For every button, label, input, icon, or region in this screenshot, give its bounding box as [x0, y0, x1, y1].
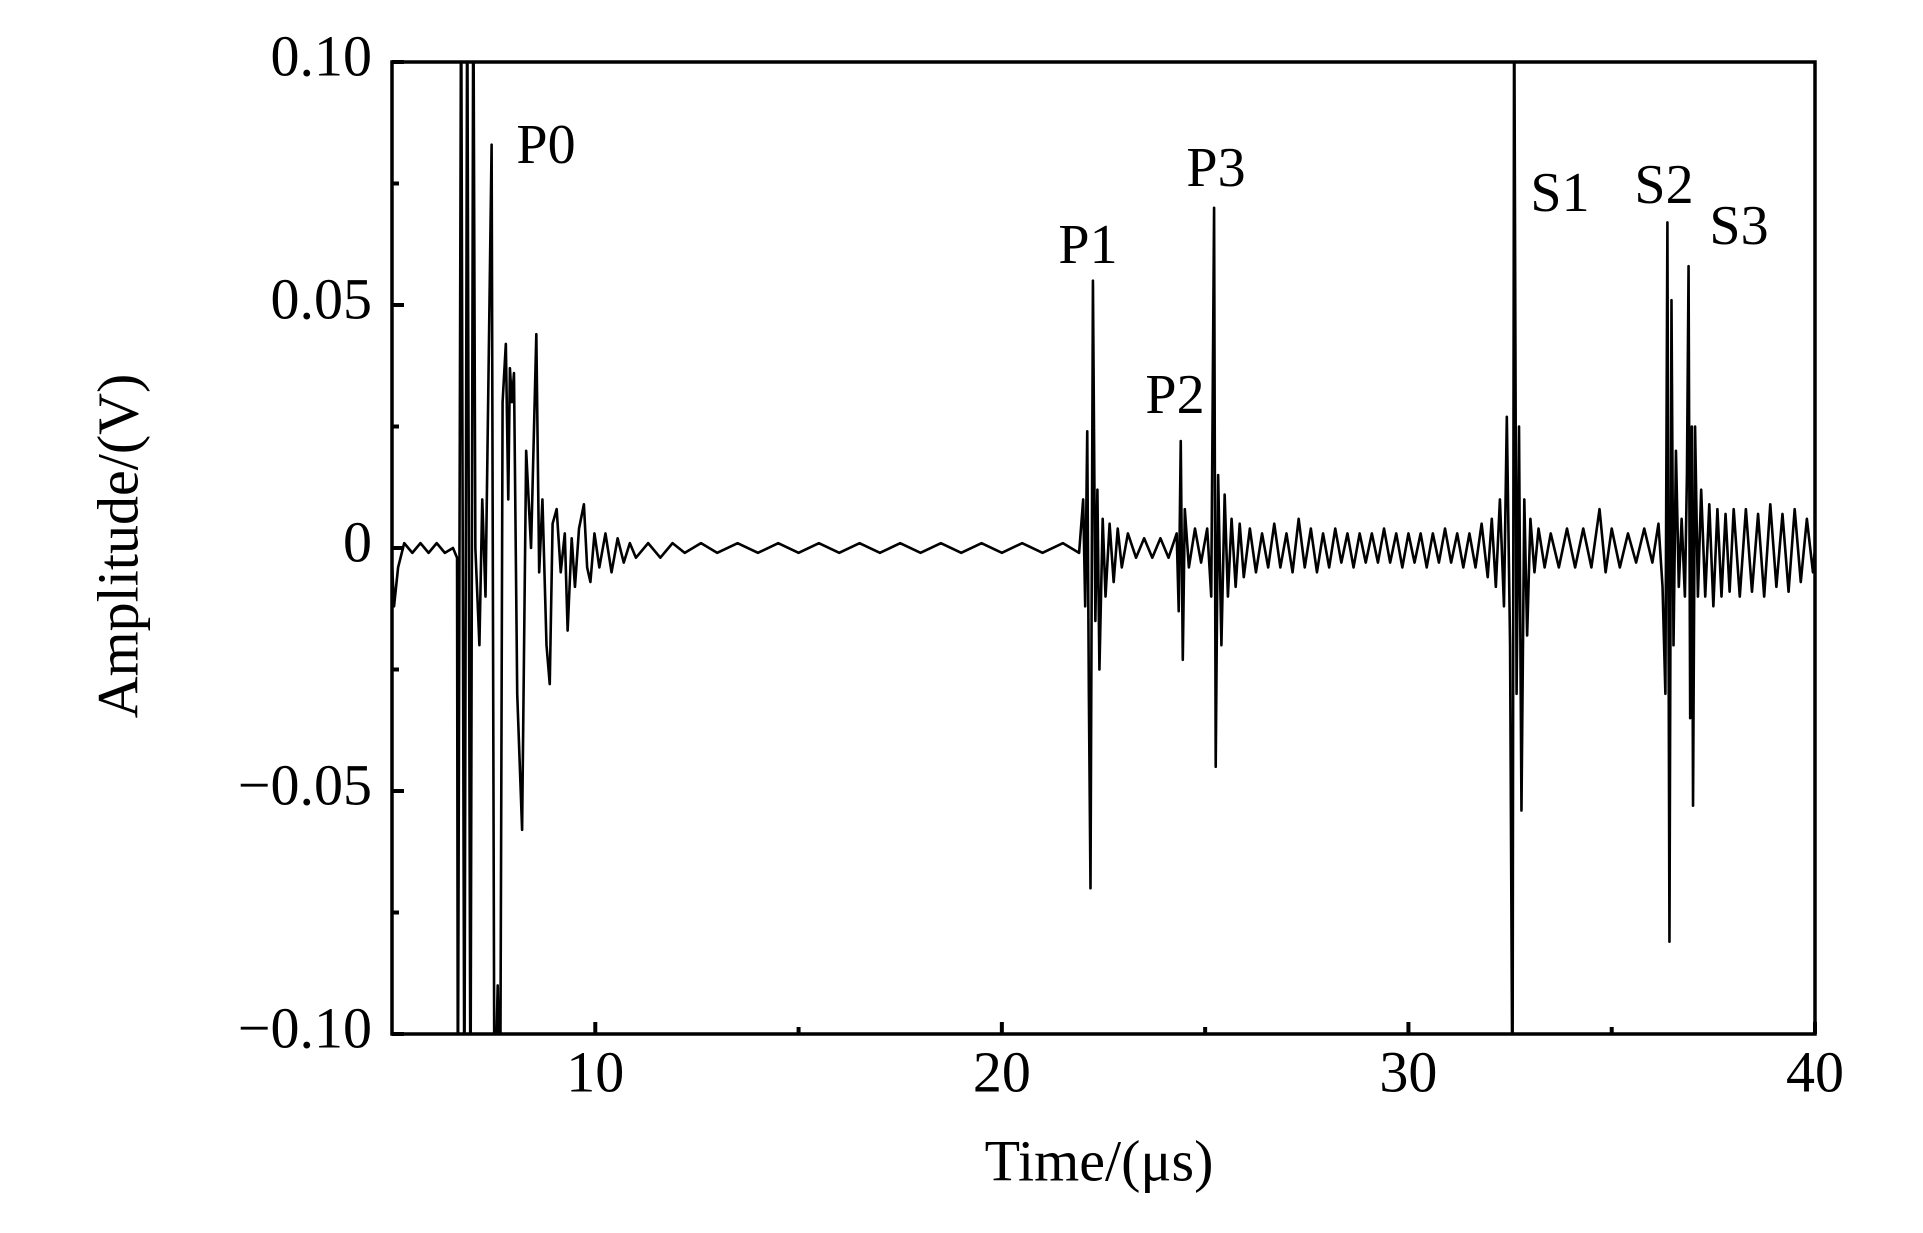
y-tick-label: 0.10	[271, 23, 373, 88]
peak-annotation: S2	[1634, 154, 1693, 216]
x-axis-label: Time/(μs)	[985, 1128, 1214, 1193]
peak-annotation: P1	[1058, 214, 1117, 276]
y-tick-label: −0.10	[238, 995, 372, 1060]
y-axis-label: Amplitude/(V)	[85, 374, 150, 719]
peak-annotation: P3	[1186, 137, 1245, 199]
y-tick-label: 0.05	[271, 266, 373, 331]
peak-annotation: S1	[1530, 162, 1589, 224]
signal-line	[392, 62, 1815, 1034]
y-tick-label: −0.05	[238, 752, 372, 817]
peak-annotation: P0	[516, 114, 575, 176]
x-tick-label: 20	[973, 1039, 1031, 1104]
x-tick-label: 30	[1379, 1039, 1437, 1104]
y-tick-label: 0	[343, 509, 372, 574]
x-tick-label: 40	[1786, 1039, 1844, 1104]
x-tick-label: 10	[566, 1039, 624, 1104]
peak-annotation: P2	[1145, 364, 1204, 426]
peak-annotation: S3	[1709, 195, 1768, 257]
